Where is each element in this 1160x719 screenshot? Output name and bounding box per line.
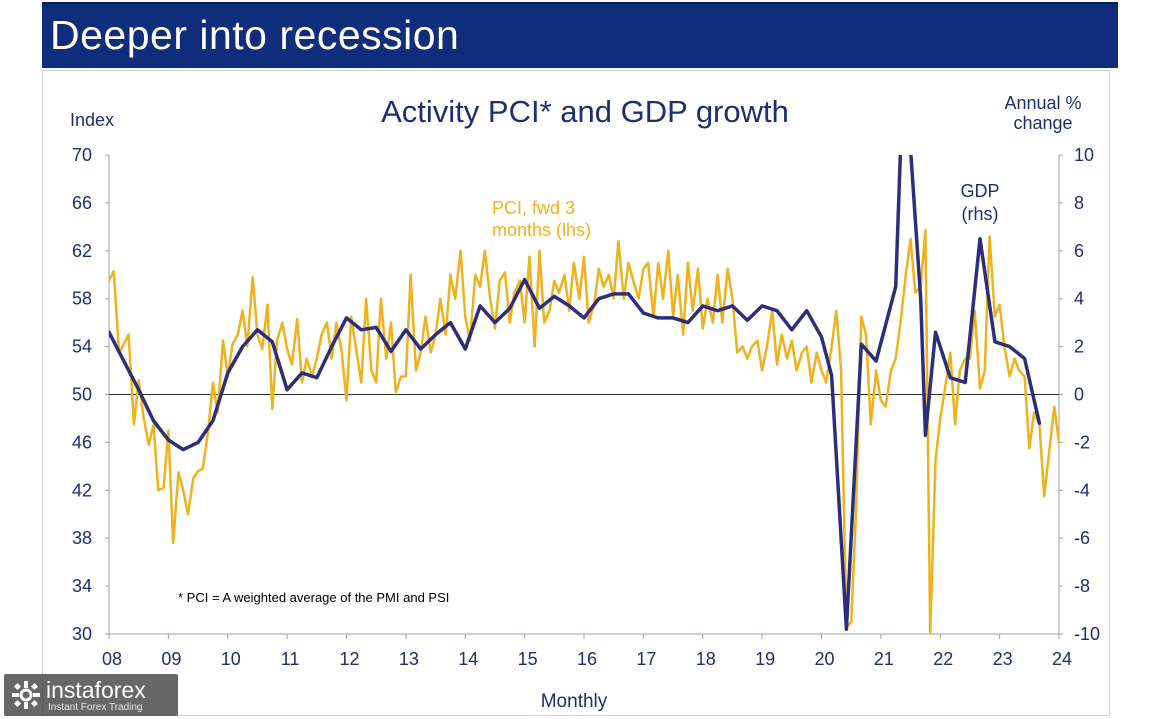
gdp-series-label-line1: GDP [960, 181, 999, 201]
instaforex-logo-icon [12, 681, 40, 709]
left-tick-label: 50 [72, 385, 92, 405]
x-tick-label: 17 [636, 649, 656, 669]
right-tick-label: 2 [1074, 337, 1084, 357]
x-axis-label: Monthly [541, 691, 608, 712]
x-tick-label: 11 [281, 649, 300, 669]
left-tick-label: 46 [72, 432, 92, 452]
brand-name: instaforex [46, 677, 146, 703]
left-tick-label: 66 [72, 193, 92, 213]
x-tick-label: 22 [933, 649, 953, 669]
pci-series-line [109, 229, 1059, 634]
x-tick-label: 24 [1052, 649, 1072, 669]
left-tick-label: 62 [72, 241, 92, 261]
x-tick-label: 18 [696, 649, 716, 669]
footnote: * PCI = A weighted average of the PMI an… [178, 590, 449, 605]
left-tick-label: 34 [72, 576, 92, 596]
left-tick-label: 38 [72, 528, 92, 548]
watermark-logo: instaforex Instant Forex Trading [4, 674, 178, 716]
x-tick-label: 19 [755, 649, 775, 669]
right-axis-label-line2: change [1013, 113, 1072, 133]
x-tick-label: 21 [874, 649, 894, 669]
right-tick-label: 4 [1074, 289, 1084, 309]
page-title: Deeper into recession [50, 12, 460, 58]
gdp-series-label-line2: (rhs) [962, 204, 999, 224]
left-tick-label: 58 [72, 289, 92, 309]
x-tick-label: 15 [518, 649, 538, 669]
x-tick-label: 16 [577, 649, 597, 669]
x-tick-label: 23 [993, 649, 1013, 669]
gdp-series-line [109, 155, 1042, 631]
x-tick-label: 20 [814, 649, 834, 669]
chart-title: Activity PCI* and GDP growth [381, 94, 789, 129]
series-layer [109, 155, 1059, 634]
right-tick-label: -4 [1074, 480, 1090, 500]
right-tick-label: 10 [1074, 145, 1094, 165]
left-tick-label: 54 [72, 337, 92, 357]
left-axis-label: Index [70, 110, 114, 130]
right-axis-label-line1: Annual % [1004, 93, 1081, 113]
pci-series-label-line1: PCI, fwd 3 [492, 198, 575, 218]
brand-tagline: Instant Forex Trading [48, 702, 143, 713]
x-tick-label: 12 [339, 649, 359, 669]
pci-series-label-line2: months (lhs) [492, 220, 591, 240]
x-tick-label: 10 [221, 649, 241, 669]
left-tick-label: 30 [72, 624, 92, 644]
title-banner: Deeper into recession [42, 2, 1118, 68]
right-tick-label: 0 [1074, 385, 1084, 405]
right-tick-label: -2 [1074, 432, 1090, 452]
right-tick-label: 8 [1074, 193, 1084, 213]
right-tick-label: -8 [1074, 576, 1090, 596]
axes: 3034384246505458626670-10-8-6-4-20246810… [72, 145, 1100, 669]
x-tick-label: 13 [399, 649, 419, 669]
x-tick-label: 14 [458, 649, 478, 669]
right-tick-label: 6 [1074, 241, 1084, 261]
right-tick-label: -10 [1074, 624, 1100, 644]
x-tick-label: 09 [161, 649, 181, 669]
right-tick-label: -6 [1074, 528, 1090, 548]
x-tick-label: 08 [102, 649, 122, 669]
left-tick-label: 42 [72, 480, 92, 500]
left-tick-label: 70 [72, 145, 92, 165]
